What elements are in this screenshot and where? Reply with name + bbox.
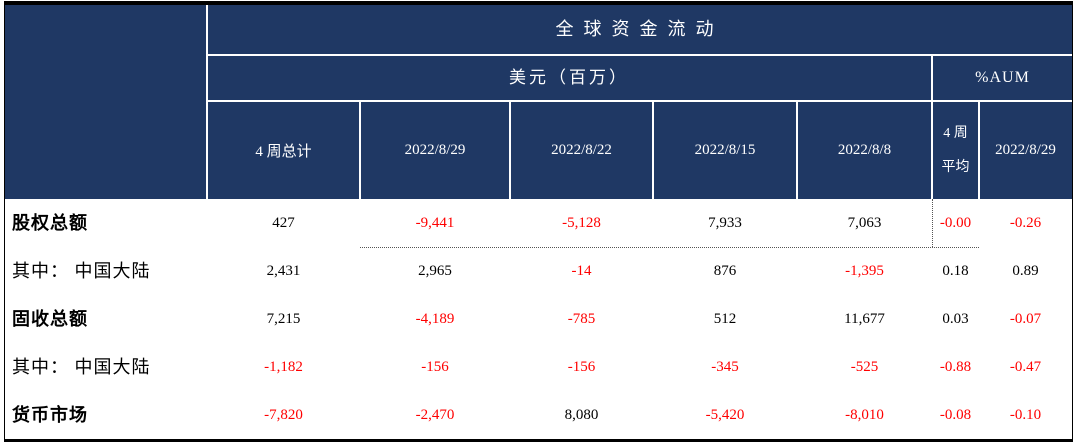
header-col-date-2022-8-29: 2022/8/29 xyxy=(404,142,466,158)
cell-value: 0.89 xyxy=(1012,263,1039,279)
row-label: 其中： 中国大陆 xyxy=(12,261,151,281)
cell-value: -4,189 xyxy=(415,311,455,327)
cell-value: 0.03 xyxy=(942,311,969,327)
table-header-background xyxy=(5,5,1072,199)
grid-line xyxy=(796,102,798,199)
cell-value: -7,820 xyxy=(264,407,303,423)
header-col-4wk-total: 4 周总计 xyxy=(255,144,312,160)
cell-value: -785 xyxy=(567,311,596,327)
grid-line xyxy=(509,102,511,199)
header-col-aum-date-2022-8-29: 2022/8/29 xyxy=(995,142,1056,158)
cell-value: 427 xyxy=(272,215,295,231)
table-row-fixed-income-total: 固收总额 7,215 -4,189 -785 512 11,677 0.03 -… xyxy=(5,295,1072,343)
row-label: 股权总额 xyxy=(12,213,88,233)
header-col-date-2022-8-15: 2022/8/15 xyxy=(694,142,756,158)
row-label: 固收总额 xyxy=(12,309,88,329)
header-col-date-2022-8-22: 2022/8/22 xyxy=(551,142,612,158)
header-group-pct-aum: %AUM xyxy=(975,69,1030,86)
header-col-4wk-average-line1: 4 周 xyxy=(943,125,968,141)
divider-dotted-horizontal xyxy=(360,247,979,248)
fund-flow-table: 全球资金流动 美元（百万） %AUM 4 周总计 2022/8/29 2022/… xyxy=(4,1,1073,442)
cell-value: 2,431 xyxy=(266,263,301,279)
cell-value: -156 xyxy=(421,359,449,375)
grid-line xyxy=(206,5,208,199)
grid-line xyxy=(206,100,1072,102)
cell-value: -0.26 xyxy=(1009,215,1042,231)
cell-value: 7,063 xyxy=(847,215,882,231)
row-label: 货币市场 xyxy=(12,405,88,425)
cell-value: 7,215 xyxy=(266,311,301,327)
table-row-equity-total: 股权总额 427 -9,441 -5,128 7,933 7,063 -0.00… xyxy=(5,199,1072,247)
grid-line xyxy=(652,102,654,199)
table-title: 全球资金流动 xyxy=(555,19,724,39)
grid-line xyxy=(931,54,933,199)
grid-line xyxy=(978,102,980,199)
header-col-date-2022-8-8: 2022/8/8 xyxy=(837,142,892,158)
cell-value: 512 xyxy=(713,311,737,327)
header-group-usd-millions: 美元（百万） xyxy=(509,68,629,87)
grid-line xyxy=(206,54,1072,56)
table-row-equity-china: 其中： 中国大陆 2,431 2,965 -14 876 -1,395 0.18… xyxy=(5,247,1072,295)
cell-value: -0.47 xyxy=(1009,359,1042,375)
cell-value: 8,080 xyxy=(564,407,599,423)
cell-value: -0.08 xyxy=(939,407,972,423)
cell-value: -1,395 xyxy=(845,263,884,279)
row-label: 其中： 中国大陆 xyxy=(12,357,151,377)
grid-line xyxy=(359,102,361,199)
cell-value: 11,677 xyxy=(844,311,885,327)
cell-value: -525 xyxy=(850,359,879,375)
cell-value: -0.10 xyxy=(1009,407,1042,423)
cell-value: -9,441 xyxy=(415,215,455,231)
cell-value: -14 xyxy=(571,263,592,279)
cell-value: -2,470 xyxy=(415,407,455,423)
cell-value: -345 xyxy=(711,359,739,375)
cell-value: 0.18 xyxy=(942,263,969,279)
cell-value: -0.00 xyxy=(939,215,972,231)
cell-value: -1,182 xyxy=(264,359,303,375)
cell-value: -0.88 xyxy=(939,359,972,375)
header-col-4wk-average-line2: 平均 xyxy=(941,159,970,175)
cell-value: -5,128 xyxy=(562,215,601,231)
table-row-fixed-income-china: 其中： 中国大陆 -1,182 -156 -156 -345 -525 -0.8… xyxy=(5,343,1072,391)
divider-dotted-vertical xyxy=(932,199,933,247)
cell-value: 2,965 xyxy=(418,263,452,279)
cell-value: -8,010 xyxy=(845,407,884,423)
table-row-money-market: 货币市场 -7,820 -2,470 8,080 -5,420 -8,010 -… xyxy=(5,391,1072,439)
cell-value: -5,420 xyxy=(705,407,745,423)
cell-value: 7,933 xyxy=(708,215,742,231)
cell-value: 876 xyxy=(713,263,737,279)
cell-value: -156 xyxy=(567,359,596,375)
header-col-4wk-average: 4 周 平均 xyxy=(932,102,979,199)
cell-value: -0.07 xyxy=(1009,311,1042,327)
